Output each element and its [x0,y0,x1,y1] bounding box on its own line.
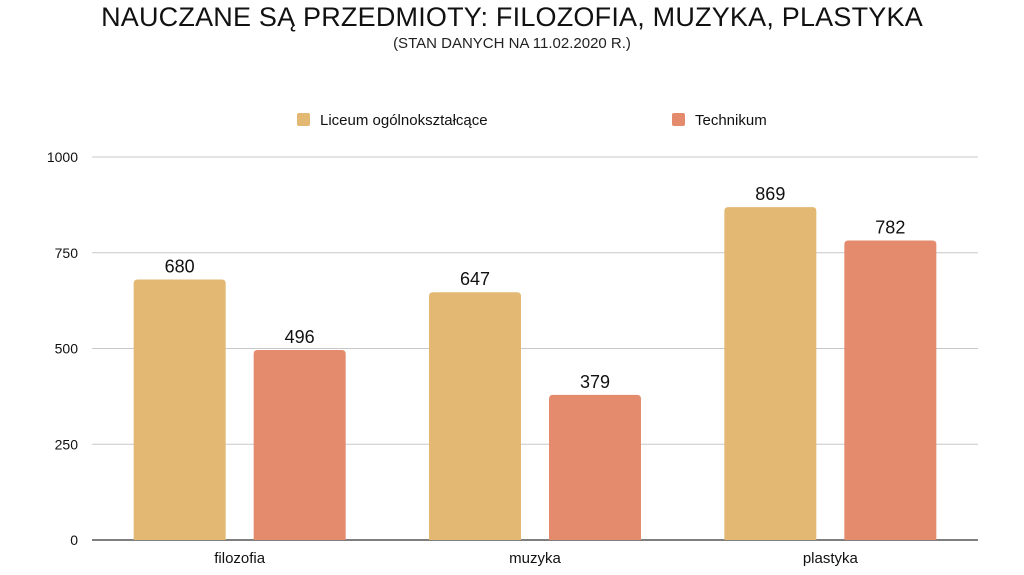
legend-swatch [672,113,685,126]
legend-swatch [297,113,310,126]
legend-label: Technikum [695,112,767,129]
x-tick-label: plastyka [803,550,859,567]
bar [253,350,346,540]
legend-label: Liceum ogólnokształcące [320,112,488,129]
chart-title: NAUCZANE SĄ PRZEDMIOTY: FILOZOFIA, MUZYK… [101,2,923,32]
y-tick-label: 0 [70,532,78,548]
bar [549,394,641,540]
data-label: 379 [580,372,610,392]
y-tick-label: 750 [55,245,79,261]
data-label: 680 [165,257,195,277]
bar [133,279,226,540]
data-label: 496 [285,327,315,347]
data-label: 782 [875,217,905,237]
y-tick-label: 250 [55,436,79,452]
chart-subtitle: (STAN DANYCH NA 11.02.2020 R.) [393,35,631,52]
data-label: 647 [460,269,490,289]
x-tick-label: muzyka [509,550,561,567]
bar [724,207,817,540]
y-tick-label: 500 [55,341,79,357]
y-tick-label: 1000 [47,149,78,165]
data-label: 869 [755,184,785,204]
bar [429,292,521,540]
x-tick-label: filozofia [214,550,266,567]
bar [844,240,937,540]
